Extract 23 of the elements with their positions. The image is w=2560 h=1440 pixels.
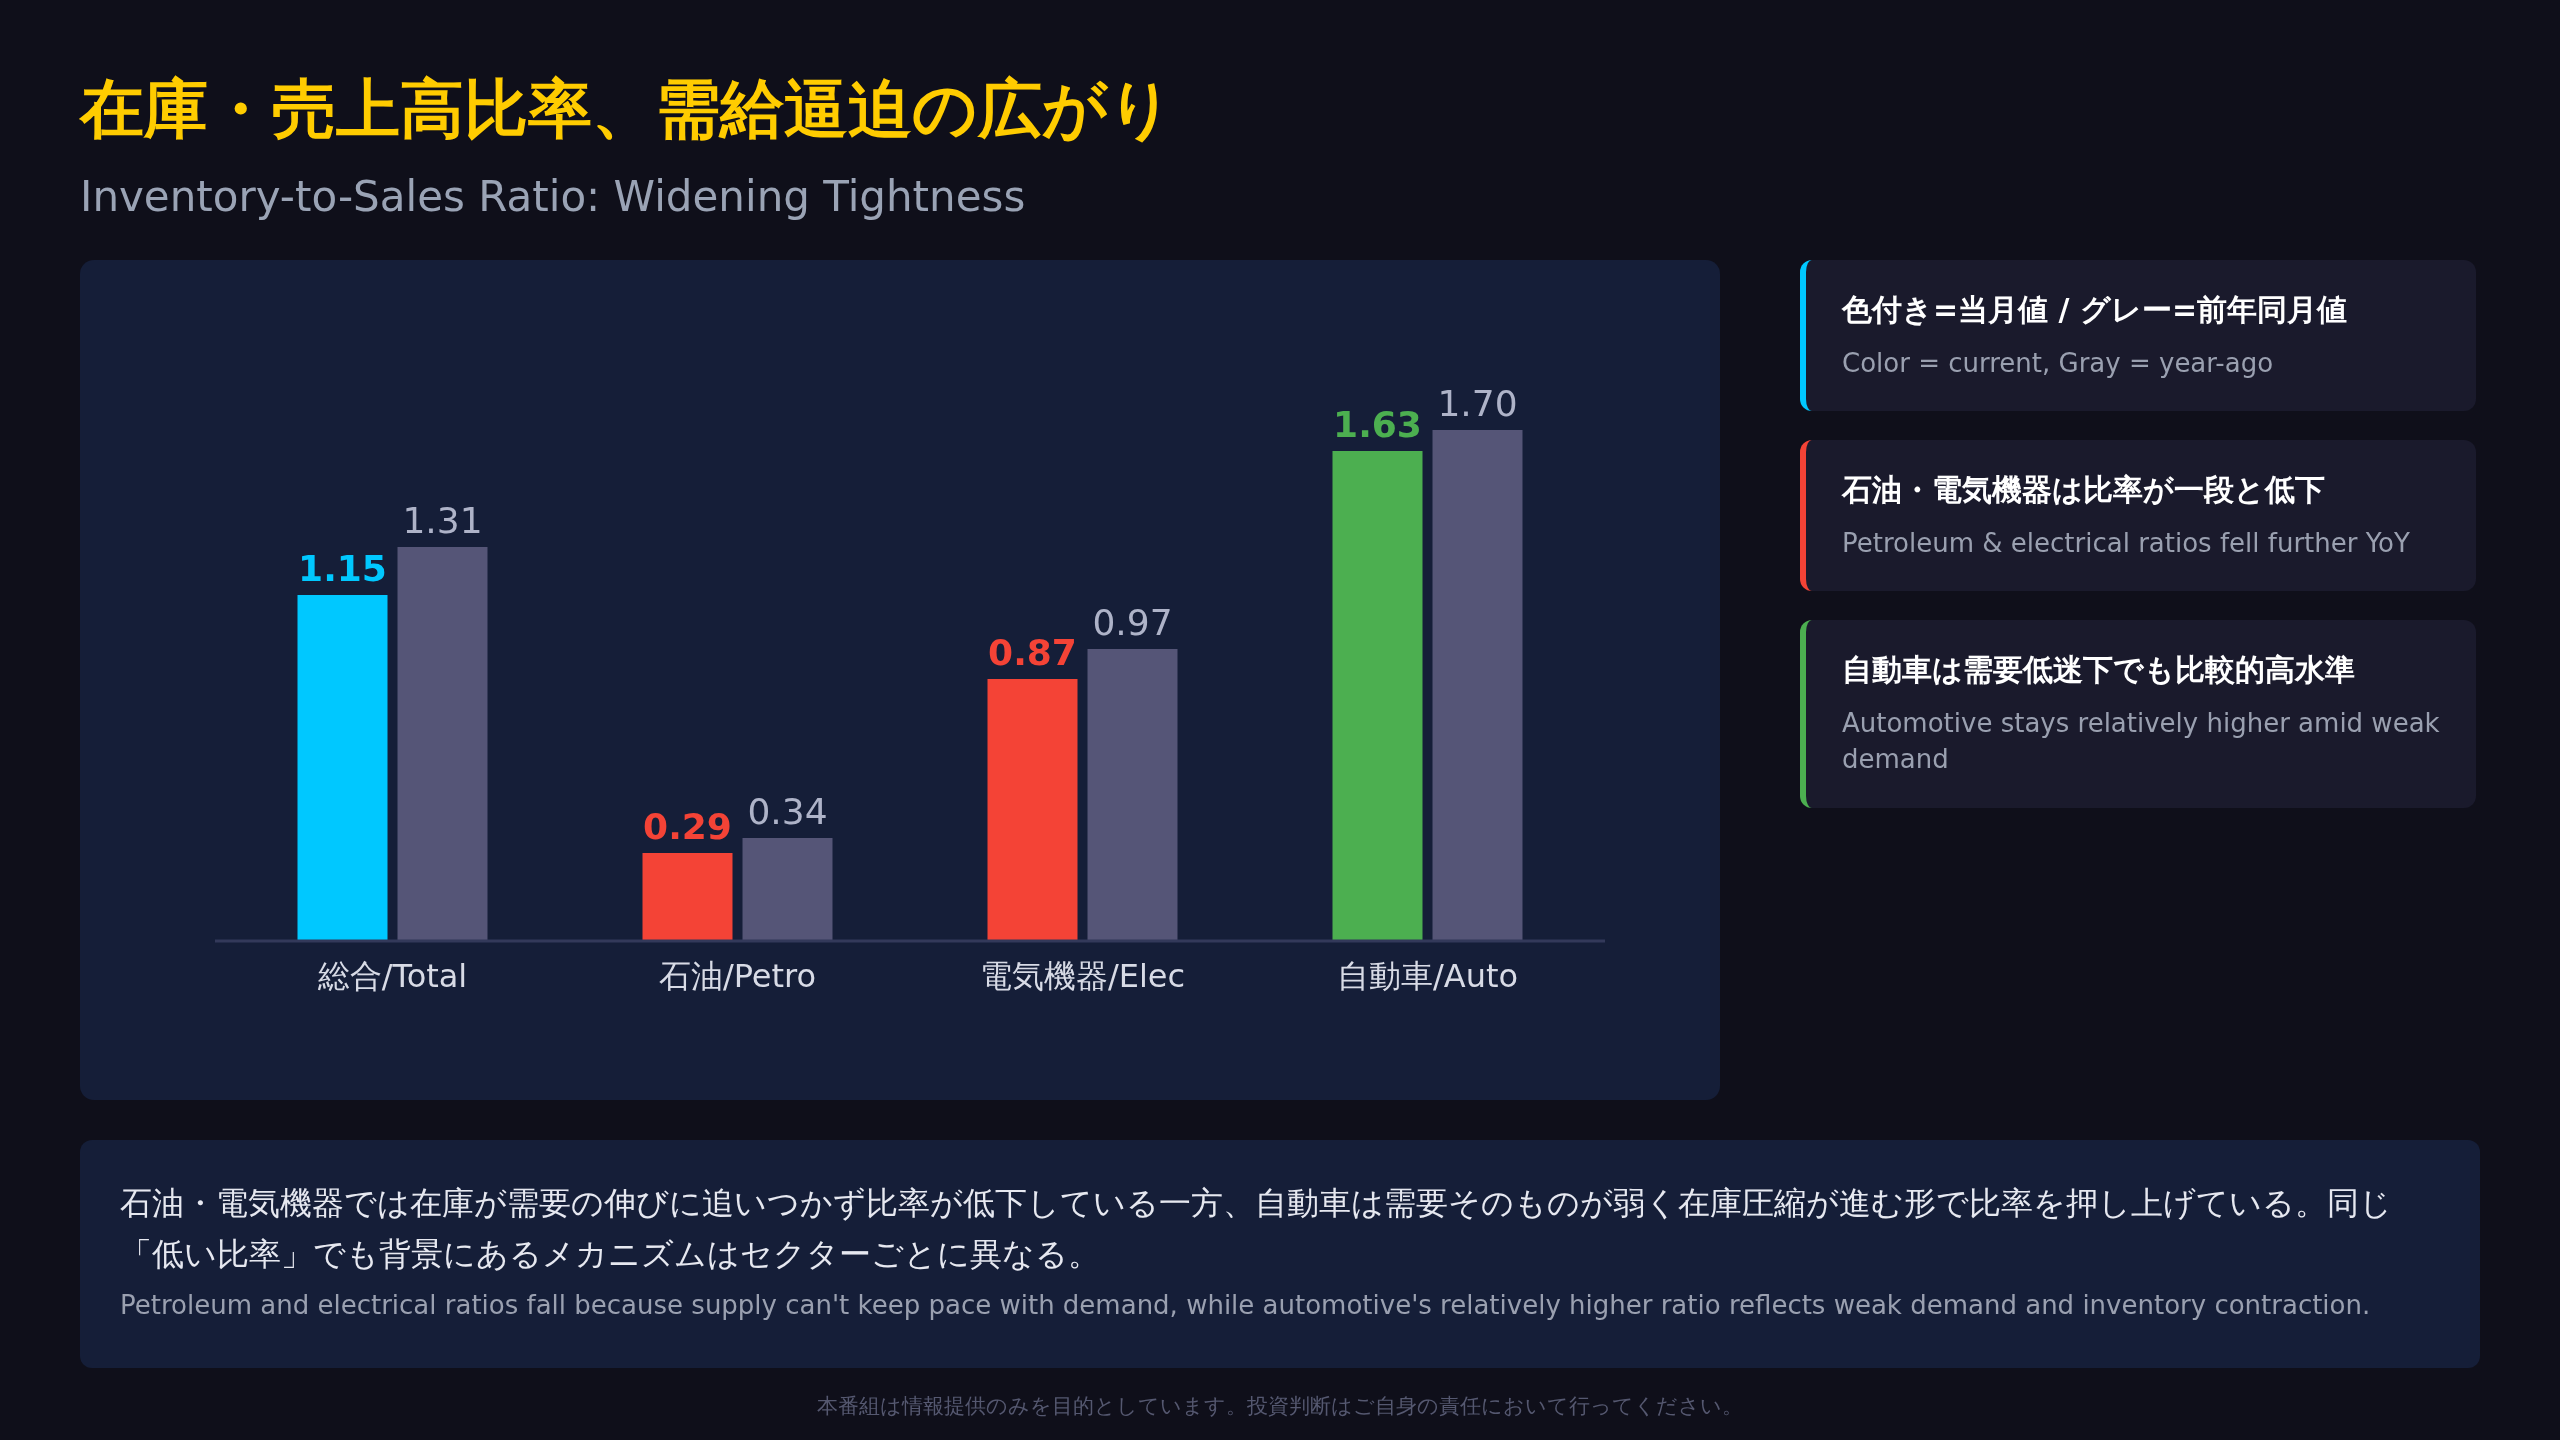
- title: 在庫・売上高比率、需給逼迫の広がり: [80, 71, 1174, 148]
- data-label: 1.63: [1333, 404, 1422, 445]
- data-label: 0.29: [643, 806, 732, 847]
- data-label: 0.34: [747, 791, 828, 832]
- text: 自動車は需要低迷下でも比較的高水準: [1842, 651, 2356, 689]
- text: Color = current, Gray = year-ago: [1842, 347, 2275, 380]
- x-tick-label: 電気機器/Elec: [979, 957, 1186, 995]
- data-label: 1.15: [298, 548, 387, 589]
- text: Petroleum and electrical ratios fall because supply can't keep pace with demand, while automotive's relatively higher ratio reflects weak demand and inventory contraction.: [120, 1290, 2372, 1321]
- data-label: 0.87: [988, 632, 1077, 673]
- data-label: 1.70: [1437, 383, 1518, 424]
- text: 石油・電気機器は比率が一段と低下: [1842, 471, 2326, 509]
- text: 本番組は情報提供のみを目的としています。投資判断はご自身の責任において行ってください。: [816, 1393, 1744, 1420]
- data-label: 0.97: [1092, 602, 1173, 643]
- data-label: 1.31: [402, 500, 483, 541]
- x-tick-label: 総合/Total: [316, 957, 468, 995]
- text: 石油・電気機器では在庫が需要の伸びに追いつかず比率が低下している一方、自動車は需要そのものが弱く在庫圧縮が進む形で比率を押し上げている。同じ「低い比率」でも背景にあるメカニズムはセクターごとに異なる。: [120, 1183, 2393, 1276]
- x-tick-label: 石油/Petro: [658, 957, 817, 995]
- text: Petroleum & electrical ratios fell further YoY: [1842, 527, 2411, 560]
- text: Automotive stays relatively higher amid weak demand: [1842, 707, 2440, 777]
- text: 色付き=当月値 / グレー=前年同月値: [1842, 291, 2349, 329]
- chart-subtitle: Inventory-to-Sales Ratio: Widening Tightness: [80, 172, 1026, 221]
- x-tick-label: 自動車/Auto: [1336, 957, 1519, 995]
